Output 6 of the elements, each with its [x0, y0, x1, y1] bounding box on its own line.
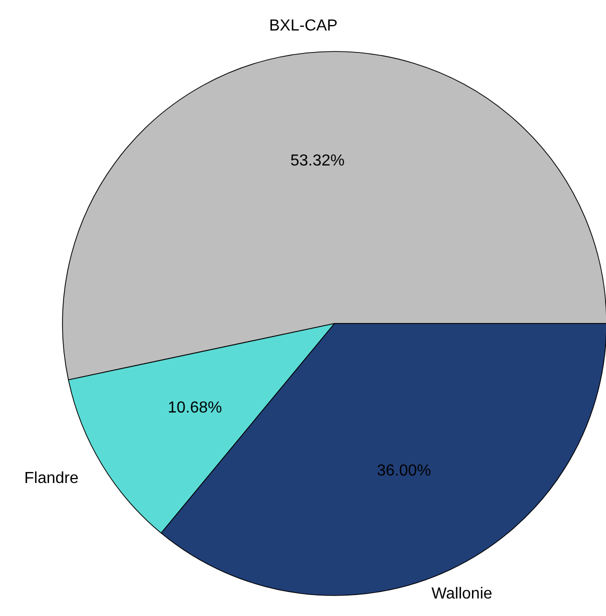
- data-label: 10.68%: [168, 399, 222, 416]
- slice-label: Flandre: [24, 470, 79, 487]
- slice-label: BXL-CAP: [269, 17, 338, 34]
- data-label: 53.32%: [290, 152, 345, 170]
- slice-label: Wallonie: [432, 586, 492, 603]
- data-label: 36.00%: [376, 462, 432, 480]
